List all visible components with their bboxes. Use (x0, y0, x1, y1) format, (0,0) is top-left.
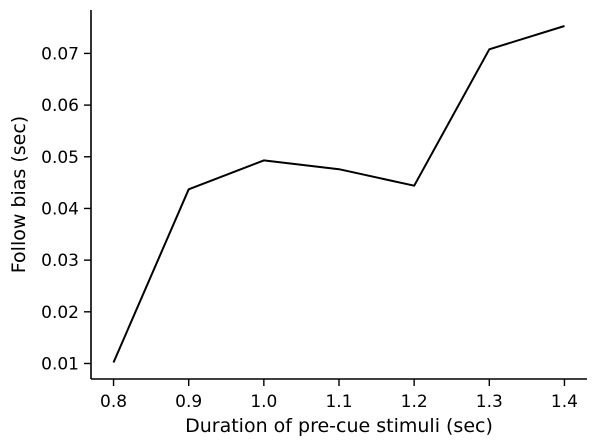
x-tick-label: 1.1 (325, 392, 352, 412)
x-tick-label: 1.0 (250, 392, 277, 412)
series-line (112, 25, 565, 363)
y-tick-label: 0.06 (41, 96, 79, 116)
y-tick-label: 0.01 (41, 354, 79, 374)
y-tick-label: 0.02 (41, 303, 79, 323)
x-tick-label: 0.8 (100, 392, 127, 412)
y-tick-label: 0.04 (41, 199, 79, 219)
plot-area (112, 25, 565, 363)
y-axis-title: Follow bias (sec) (8, 116, 30, 273)
y-ticks: 0.01 0.02 0.03 0.04 0.05 0.06 0.07 (41, 44, 91, 374)
y-tick-label: 0.07 (41, 44, 79, 64)
x-tick-label: 1.4 (551, 392, 578, 412)
x-axis-title: Duration of pre-cue stimuli (sec) (185, 415, 493, 437)
x-tick-label: 0.9 (175, 392, 202, 412)
x-ticks: 0.8 0.9 1.0 1.1 1.2 1.3 1.4 (100, 379, 578, 412)
x-tick-label: 1.3 (476, 392, 503, 412)
x-tick-label: 1.2 (401, 392, 428, 412)
y-tick-label: 0.03 (41, 251, 79, 271)
y-tick-label: 0.05 (41, 148, 79, 168)
